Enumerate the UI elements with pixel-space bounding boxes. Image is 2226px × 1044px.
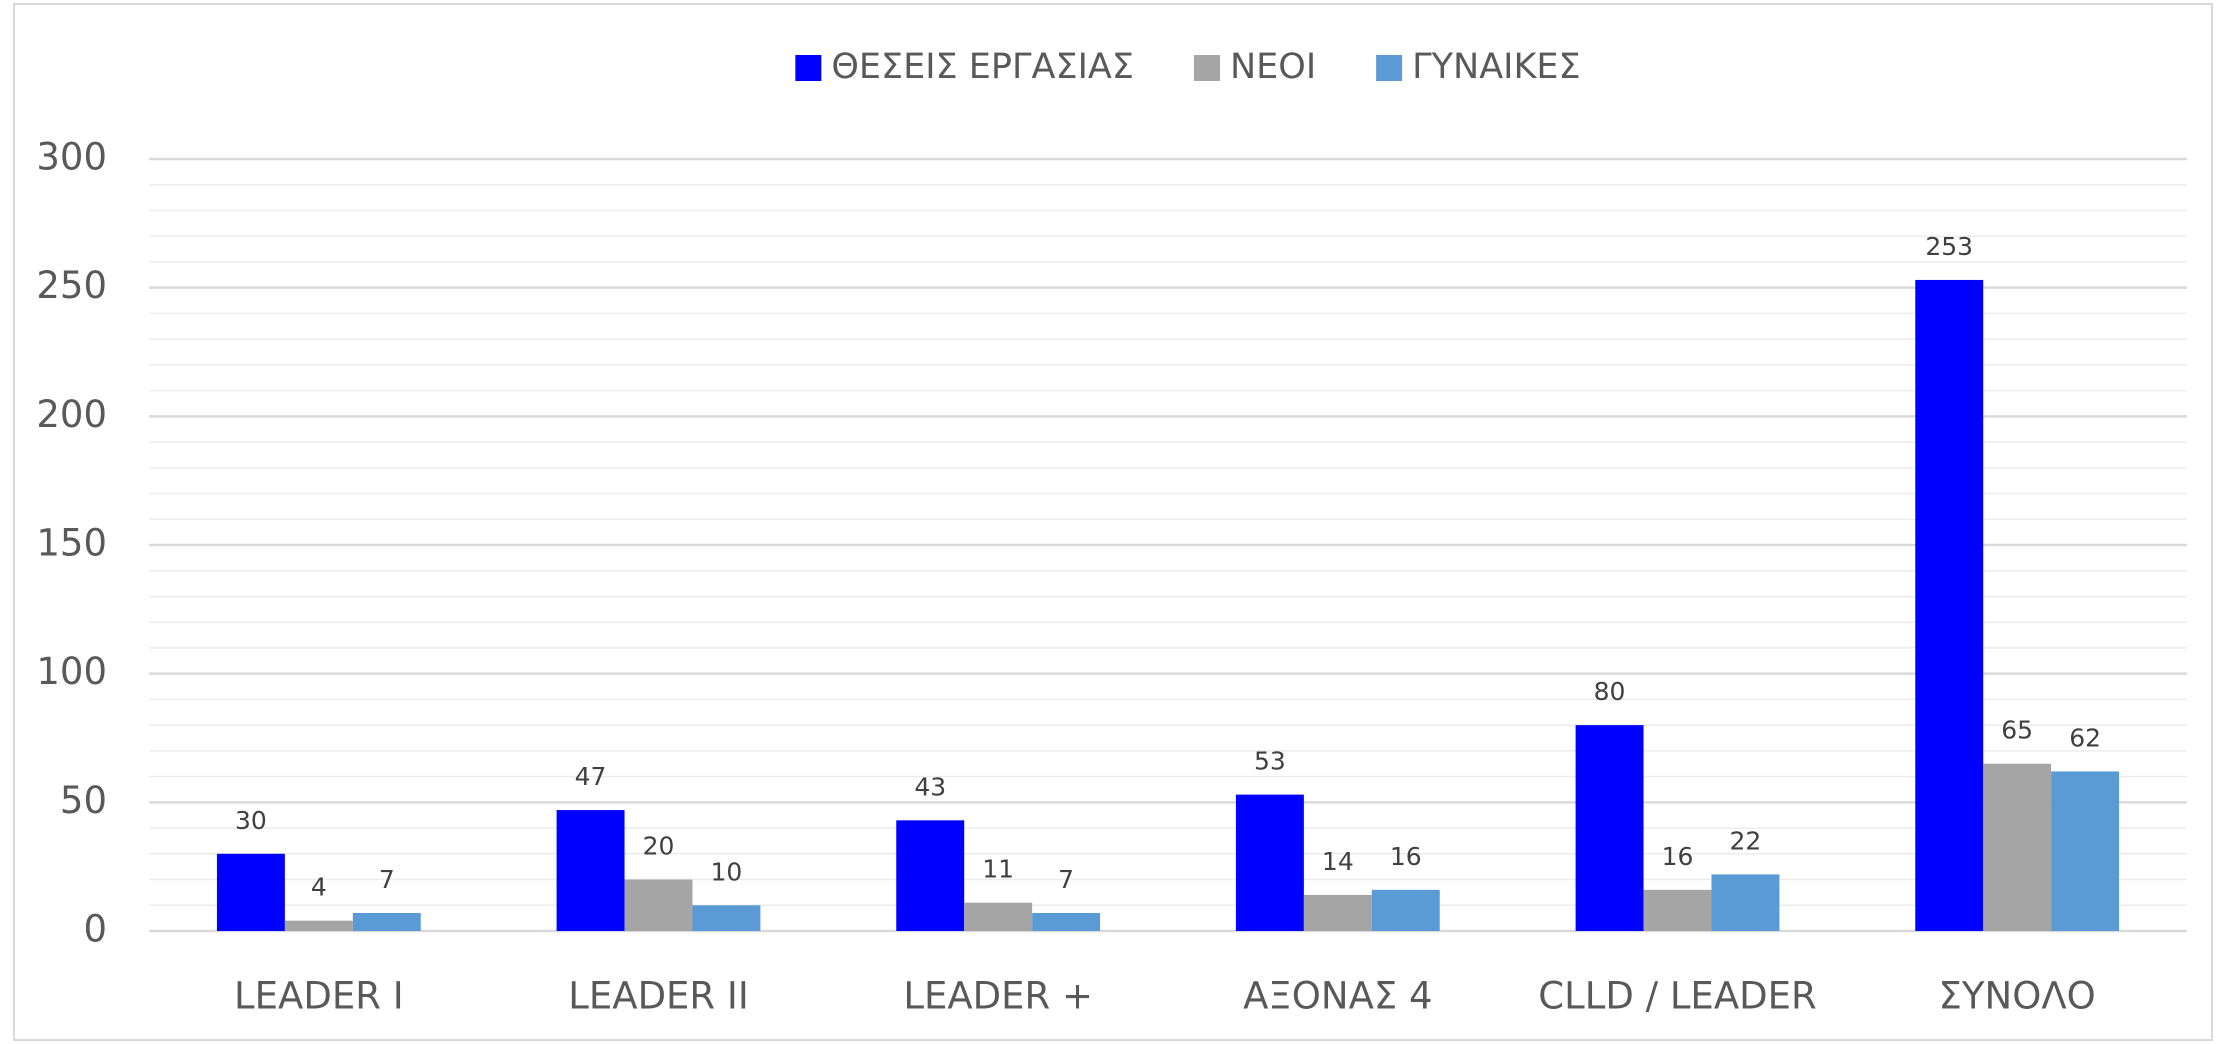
bar: [352, 912, 421, 931]
data-label: 20: [643, 832, 675, 861]
data-label: 10: [711, 857, 743, 886]
x-tick-label: CLLD / LEADER: [1538, 975, 1816, 1018]
bar: [1303, 894, 1372, 931]
data-label: 43: [914, 772, 946, 801]
bar: [1915, 279, 1984, 931]
data-label: 253: [1925, 232, 1973, 261]
data-label: 4: [311, 873, 327, 902]
data-label: 14: [1322, 847, 1354, 876]
bar: [2051, 771, 2120, 931]
data-label: 7: [379, 865, 395, 894]
legend-label: ΝΕΟΙ: [1230, 47, 1316, 87]
y-tick-label: 200: [36, 393, 107, 436]
data-label: 7: [1058, 865, 1074, 894]
legend-label: ΓΥΝΑΙΚΕΣ: [1412, 47, 1581, 87]
bar: [964, 902, 1033, 931]
data-label: 65: [2001, 716, 2033, 745]
y-tick-label: 100: [36, 650, 107, 693]
legend-swatch: [1376, 55, 1403, 81]
bar: [1711, 874, 1780, 931]
bar: [1032, 912, 1101, 931]
x-tick-label: LEADER II: [568, 975, 748, 1018]
data-label: 80: [1594, 677, 1626, 706]
data-label: 30: [235, 806, 267, 835]
data-label: 62: [2069, 723, 2101, 752]
data-label: 22: [1730, 826, 1762, 855]
y-tick-label: 150: [36, 522, 107, 565]
bar: [1983, 763, 2052, 931]
x-tick-label: ΑΞΟΝΑΣ 4: [1243, 975, 1432, 1018]
bar: [1575, 725, 1644, 931]
chart-border: [13, 3, 2213, 1041]
bar: [1235, 794, 1304, 931]
bar: [896, 820, 965, 931]
data-label: 11: [982, 855, 1014, 884]
bar: [1643, 889, 1712, 931]
bar: [284, 920, 353, 931]
x-tick-label: ΣΥΝΟΛΟ: [1939, 975, 2096, 1018]
data-label: 47: [575, 762, 607, 791]
bar: [692, 905, 761, 931]
bar: [556, 810, 625, 931]
y-tick-label: 50: [60, 779, 107, 822]
data-label: 16: [1390, 842, 1422, 871]
y-tick-label: 300: [36, 136, 107, 179]
bar: [1371, 889, 1440, 931]
data-label: 53: [1254, 747, 1286, 776]
bar: [216, 853, 285, 931]
y-tick-label: 250: [36, 264, 107, 307]
legend-swatch: [1193, 55, 1220, 81]
legend-label: ΘΕΣΕΙΣ ΕΡΓΑΣΙΑΣ: [831, 47, 1134, 87]
y-tick-label: 0: [83, 908, 107, 951]
x-tick-label: LEADER +: [903, 975, 1093, 1018]
bar: [624, 879, 693, 931]
legend-swatch: [795, 55, 822, 81]
data-label: 16: [1662, 842, 1694, 871]
x-tick-label: LEADER I: [234, 975, 404, 1018]
